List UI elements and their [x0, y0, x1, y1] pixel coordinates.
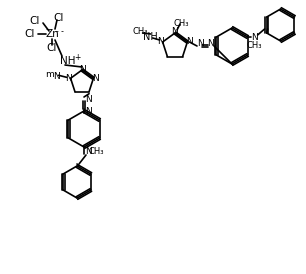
Text: CH₃: CH₃ [133, 27, 148, 36]
Text: NH: NH [143, 32, 158, 42]
Text: N: N [85, 107, 91, 116]
Text: N: N [251, 33, 258, 41]
Text: m: m [45, 70, 54, 79]
Text: N: N [53, 72, 60, 81]
Text: N: N [85, 147, 91, 156]
Text: Cl: Cl [47, 43, 57, 53]
Text: Cl: Cl [54, 13, 64, 23]
Text: N: N [92, 74, 99, 83]
Text: CH₃: CH₃ [88, 147, 104, 156]
Text: N: N [208, 39, 215, 48]
Text: Cl: Cl [25, 29, 35, 39]
Text: +: + [74, 53, 80, 61]
Text: N: N [157, 38, 164, 47]
Text: CH₃: CH₃ [173, 19, 189, 27]
Text: Zn: Zn [45, 29, 59, 39]
Text: N: N [85, 95, 91, 104]
Text: N: N [186, 38, 193, 47]
Text: N: N [79, 64, 85, 73]
Text: N: N [172, 27, 178, 36]
Text: - -: - - [56, 27, 64, 36]
Text: Cl: Cl [30, 16, 40, 26]
Text: N: N [65, 74, 72, 83]
Text: NH: NH [60, 56, 76, 66]
Text: CH₃: CH₃ [247, 41, 262, 50]
Text: N: N [197, 39, 203, 48]
